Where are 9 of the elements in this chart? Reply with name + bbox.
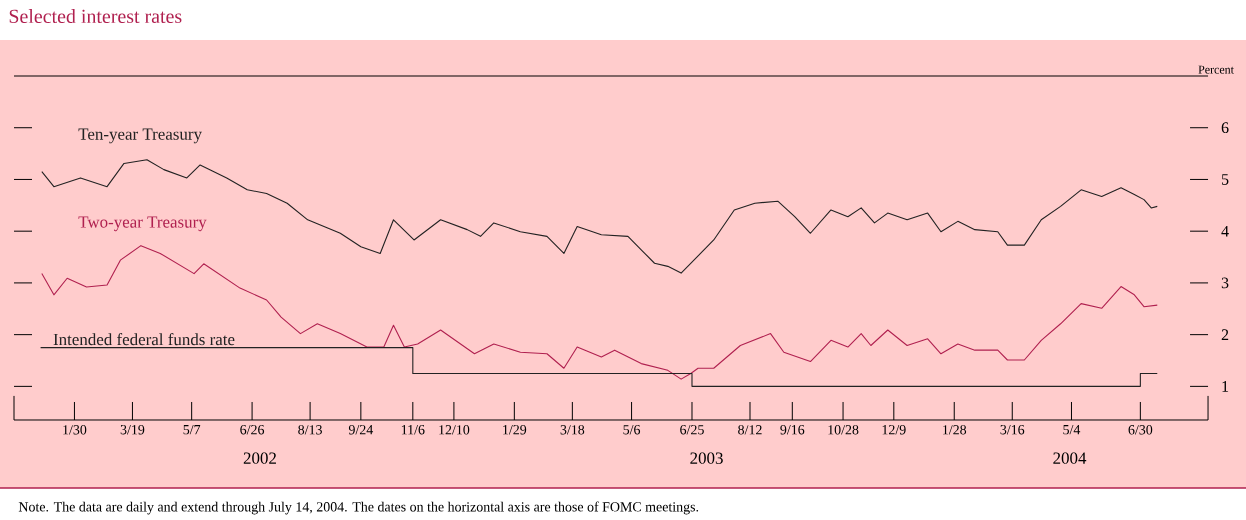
chart-title: Selected interest rates	[9, 8, 182, 23]
series-label: Ten-year Treasury	[78, 128, 202, 144]
text: 2003	[690, 452, 723, 464]
text: 2002	[243, 452, 276, 464]
text: 2004	[1053, 452, 1087, 464]
line-series	[41, 245, 1158, 380]
series-label: Intended federal funds rate	[53, 333, 235, 346]
series-label: Two-year Treasury	[78, 216, 207, 232]
line-series	[41, 159, 1158, 274]
